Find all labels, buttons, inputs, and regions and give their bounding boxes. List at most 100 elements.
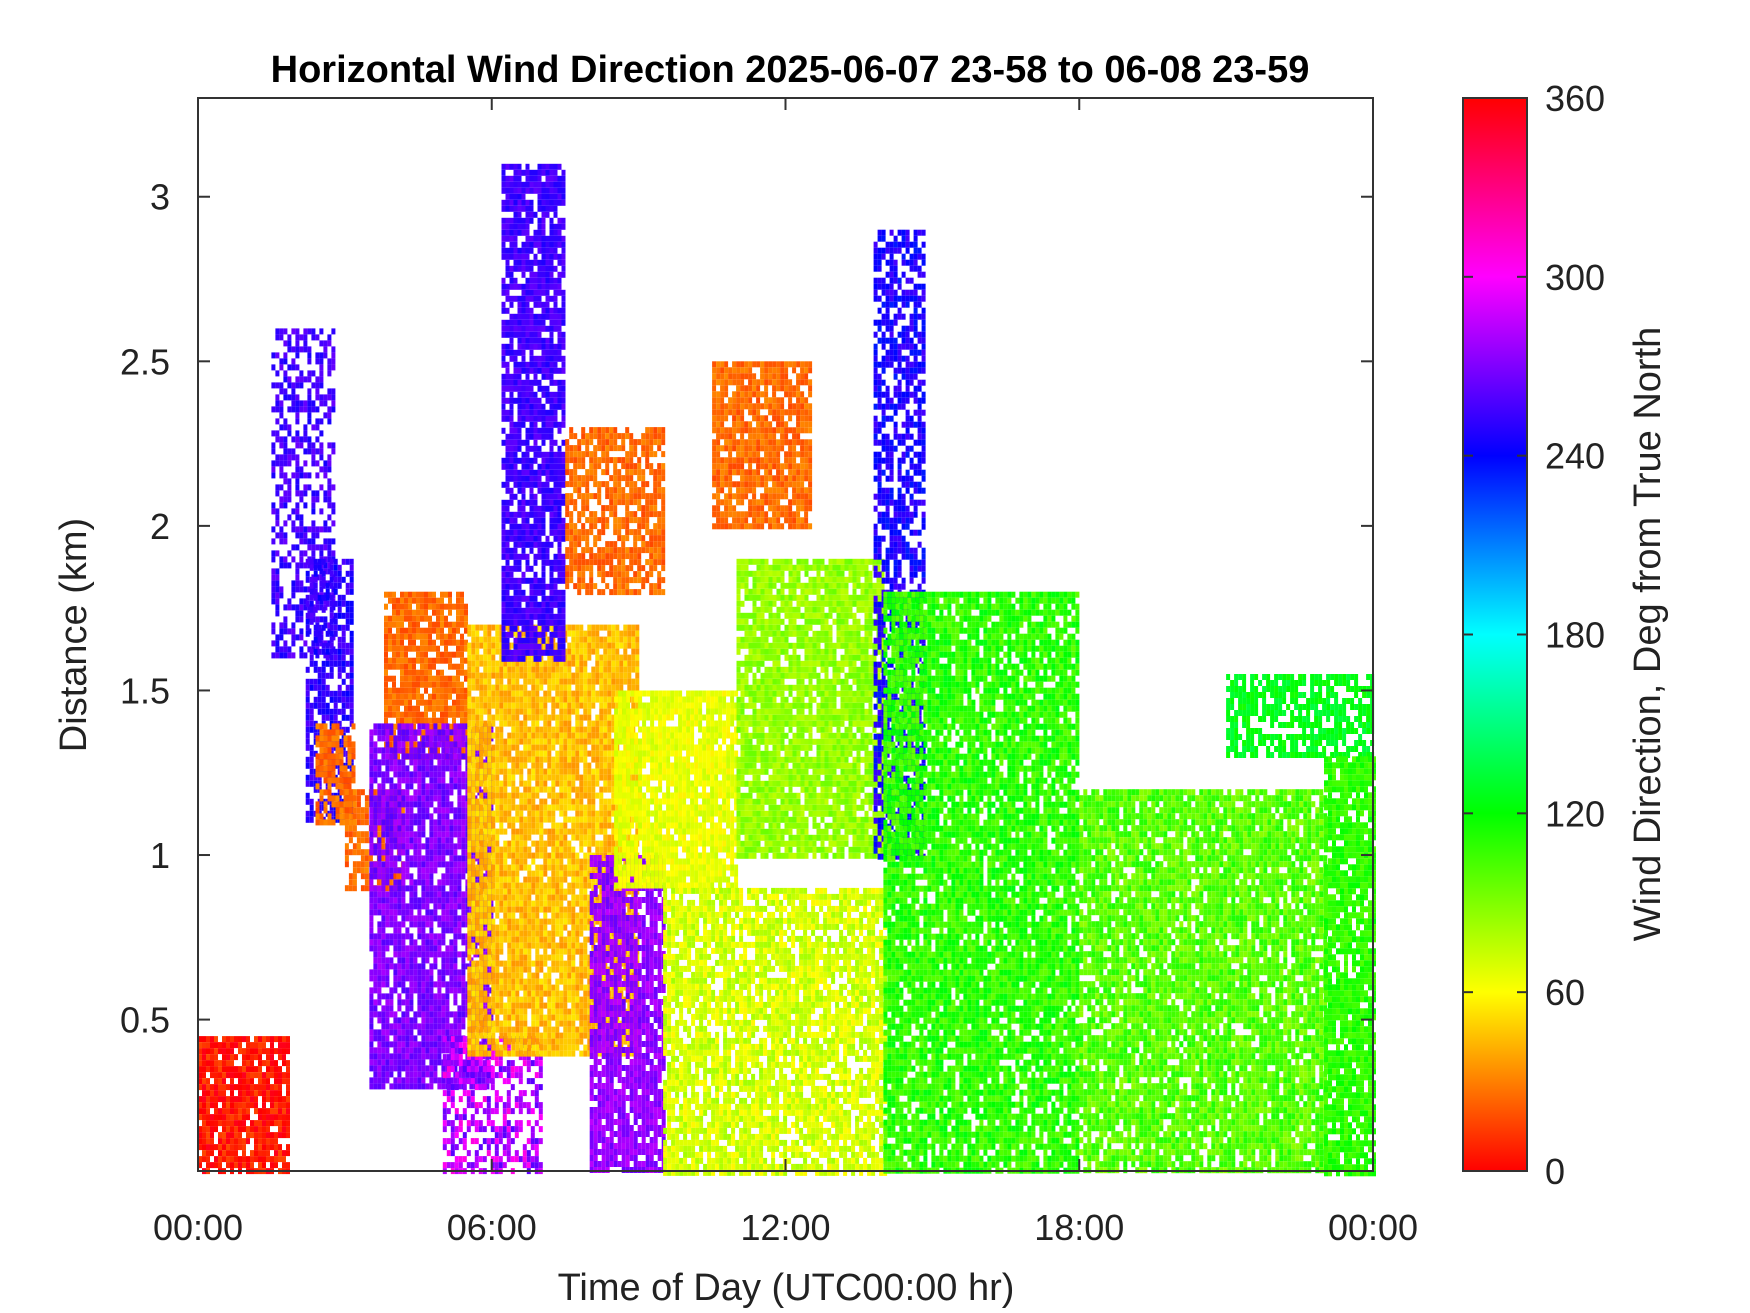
heatmap-cell [342, 643, 346, 649]
heatmap-cell [457, 747, 461, 753]
heatmap-cell [428, 640, 432, 646]
heatmap-cell [477, 1071, 481, 1077]
heatmap-cell [385, 771, 389, 777]
heatmap-cell [323, 352, 327, 358]
heatmap-cell [417, 729, 421, 735]
heatmap-cell [286, 1108, 290, 1114]
heatmap-cell [369, 747, 373, 753]
heatmap-cell [381, 729, 385, 735]
heatmap-cell [214, 1114, 218, 1120]
heatmap-cell [417, 909, 421, 915]
heatmap-cell [475, 1126, 479, 1132]
heatmap-cell [206, 1054, 210, 1060]
heatmap-cell [306, 727, 310, 733]
heatmap-cell [270, 1090, 274, 1096]
heatmap-cell [451, 1102, 455, 1108]
heatmap-cell [429, 831, 433, 837]
heatmap-cell [417, 855, 421, 861]
heatmap-cell [283, 460, 287, 466]
heatmap-cell [287, 604, 291, 610]
heatmap-cell [234, 1126, 238, 1132]
heatmap-cell [361, 861, 365, 867]
heatmap-cell [326, 631, 330, 637]
heatmap-cell [393, 927, 397, 933]
heatmap-cell [287, 340, 291, 346]
heatmap-cell [332, 729, 336, 735]
heatmap-cell [369, 879, 373, 885]
heatmap-cell [475, 1120, 479, 1126]
heatmap-cell [459, 1048, 463, 1054]
heatmap-cell [416, 634, 420, 640]
heatmap-cell [307, 484, 311, 490]
heatmap-cell [291, 454, 295, 460]
heatmap-cell [350, 637, 354, 643]
heatmap-cell [457, 837, 461, 843]
heatmap-cell [350, 619, 354, 625]
heatmap-cell [389, 729, 393, 735]
heatmap-cell [385, 1029, 389, 1035]
heatmap-cell [396, 634, 400, 640]
heatmap-cell [463, 1090, 467, 1096]
heatmap-cell [226, 1132, 230, 1138]
heatmap-cell [242, 1114, 246, 1120]
heatmap-cell [246, 1162, 250, 1168]
heatmap-cell [441, 891, 445, 897]
heatmap-cell [429, 981, 433, 987]
heatmap-cell [449, 939, 453, 945]
heatmap-cell [242, 1072, 246, 1078]
heatmap-cell [421, 747, 425, 753]
heatmap-cell [377, 1083, 381, 1089]
heatmap-cell [413, 939, 417, 945]
heatmap-cell [449, 819, 453, 825]
heatmap-cell [389, 789, 393, 795]
heatmap-cell [385, 909, 389, 915]
heatmap-cell [266, 1084, 270, 1090]
heatmap-cell [408, 700, 412, 706]
heatmap-cell [397, 933, 401, 939]
heatmap-cell [393, 747, 397, 753]
heatmap-cell [250, 1090, 254, 1096]
heatmap-cell [319, 400, 323, 406]
heatmap-cell [428, 718, 432, 724]
heatmap-cell [441, 801, 445, 807]
heatmap-cell [421, 1005, 425, 1011]
heatmap-cell [306, 559, 310, 565]
heatmap-cell [328, 741, 332, 747]
heatmap-cell [405, 915, 409, 921]
heatmap-cell [346, 559, 350, 565]
heatmap-cell [381, 1053, 385, 1059]
heatmap-cell [432, 694, 436, 700]
heatmap-cell [441, 723, 445, 729]
heatmap-cell [275, 592, 279, 598]
heatmap-cell [389, 867, 393, 873]
heatmap-cell [299, 616, 303, 622]
heatmap-cell [346, 601, 350, 607]
heatmap-cell [275, 514, 279, 520]
heatmap-cell [214, 1066, 218, 1072]
heatmap-cell [437, 849, 441, 855]
heatmap-cell [429, 993, 433, 999]
heatmap-cell [444, 718, 448, 724]
heatmap-cell [319, 484, 323, 490]
heatmap-cell [424, 718, 428, 724]
heatmap-cell [279, 628, 283, 634]
heatmap-cell [306, 703, 310, 709]
heatmap-cell [299, 334, 303, 340]
heatmap-cell [428, 622, 432, 628]
heatmap-cell [291, 652, 295, 658]
heatmap-cell [413, 837, 417, 843]
heatmap-cell [385, 903, 389, 909]
heatmap-cell [210, 1036, 214, 1042]
heatmap-cell [443, 1072, 447, 1078]
heatmap-cell [393, 897, 397, 903]
heatmap-cell [330, 649, 334, 655]
heatmap-cell [393, 885, 397, 891]
heatmap-cell [315, 406, 319, 412]
heatmap-cell [404, 592, 408, 598]
heatmap-cell [433, 963, 437, 969]
heatmap-cell [421, 975, 425, 981]
heatmap-cell [226, 1102, 230, 1108]
heatmap-cell [381, 939, 385, 945]
heatmap-cell [275, 406, 279, 412]
heatmap-cell [322, 679, 326, 685]
